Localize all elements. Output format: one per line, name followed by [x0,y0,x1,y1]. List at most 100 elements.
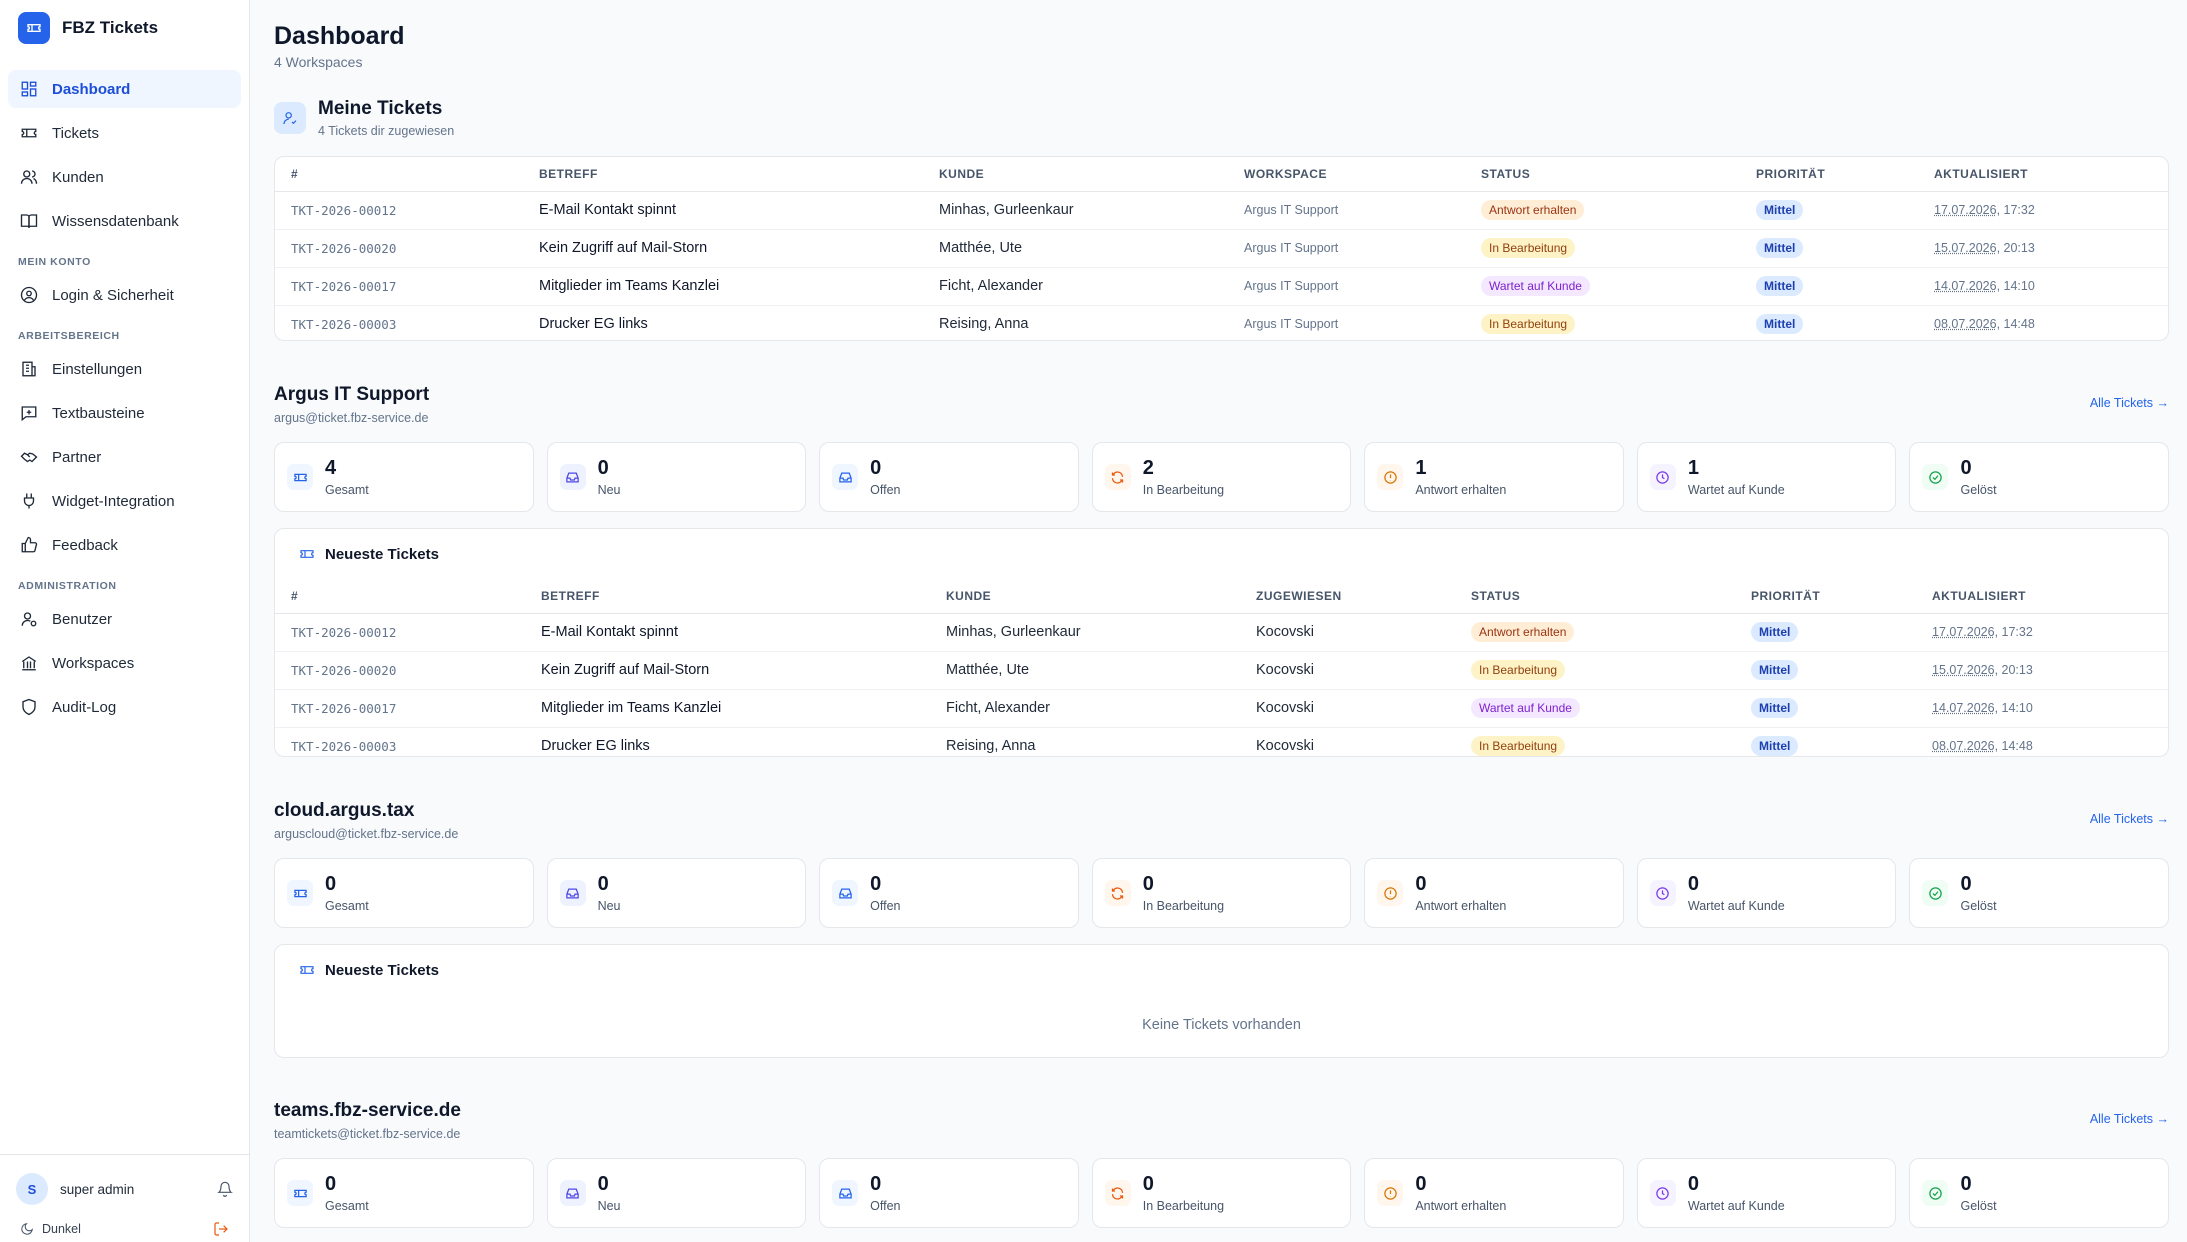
sidebar-item-textbausteine[interactable]: Textbausteine [8,394,241,432]
stat-card[interactable]: 0 Antwort erhalten [1364,858,1624,928]
updated-date: 14.07.2026 [1932,701,1995,715]
table-row[interactable]: TKT-2026-00012 E-Mail Kontakt spinnt Minha… [275,191,2168,230]
status-badge: In Bearbeitung [1471,659,1566,681]
stat-card[interactable]: 0 Wartet auf Kunde [1636,858,1897,928]
sidebar-item-partner[interactable]: Partner [8,438,241,476]
sidebar-item-label: Textbausteine [52,404,145,422]
stats-row: 0 Gesamt 0 Neu 0 Offen 0 In Bearbeitung 0 Antwort… [274,1158,2170,1228]
table-row[interactable]: TKT-2026-00017 Mitglieder im Teams Kanzle… [275,689,2168,728]
stat-text: 0 Neu [598,1174,621,1213]
stat-label: Gesamt [325,482,369,497]
stat-card[interactable]: 2 In Bearbeitung [1091,442,1352,512]
my-tickets-subtitle: 4 Tickets dir zugewiesen [318,124,455,138]
sidebar-item-tickets[interactable]: Tickets [8,114,241,152]
priority-badge: Mittel [1756,237,1804,259]
sidebar-item-dashboard[interactable]: Dashboard [8,70,241,108]
stat-card[interactable]: 1 Antwort erhalten [1364,442,1624,512]
table-row[interactable]: TKT-2026-00017 Mitglieder im Teams Kanzle… [275,267,2168,306]
sidebar-item-feedback[interactable]: Feedback [8,526,241,564]
stat-card[interactable]: 0 Neu [546,442,807,512]
stat-card[interactable]: 0 Wartet auf Kunde [1636,1158,1897,1228]
logout-icon[interactable] [213,1221,229,1237]
sidebar-item-benutzer[interactable]: Benutzer [8,600,241,638]
stat-card[interactable]: 1 Wartet auf Kunde [1636,442,1897,512]
user-menu[interactable]: S super admin [0,1161,249,1217]
sidebar-item-wissensdatenbank[interactable]: Wissensdatenbank [8,202,241,240]
status-badge: In Bearbeitung [1471,736,1566,756]
ticket-icon [287,1180,313,1206]
ticket-workspace: Argus IT Support [1244,317,1339,332]
table-row[interactable]: TKT-2026-00020 Kein Zugriff auf Mail-Stor… [275,651,2168,690]
workspace-email: arguscloud@ticket.fbz-service.de [274,827,459,841]
stat-label: Wartet auf Kunde [1687,482,1785,497]
theme-toggle[interactable]: Dunkel [0,1217,249,1241]
sidebar-item-widget-integration[interactable]: Widget-Integration [8,482,241,520]
inbox-icon [559,880,586,906]
all-tickets-link[interactable]: Alle Tickets → [2089,812,2169,826]
table-row[interactable]: TKT-2026-00003 Drucker EG links Reising, A… [275,305,2168,340]
inbox-icon [832,880,859,906]
status-cell: Wartet auf Kunde [1465,267,1740,306]
sidebar-item-label: Feedback [52,536,118,554]
stat-card[interactable]: 0 Antwort erhalten [1364,1158,1624,1228]
table-row[interactable]: TKT-2026-00012 E-Mail Kontakt spinnt Minha… [275,613,2168,652]
all-tickets-link[interactable]: Alle Tickets → [2089,1112,2169,1126]
status-cell: Wartet auf Kunde [1455,689,1735,728]
stat-label: Wartet auf Kunde [1687,1198,1785,1213]
sidebar-item-einstellungen[interactable]: Einstellungen [8,350,241,388]
stat-card[interactable]: 0 Gesamt [274,1158,534,1228]
sidebar-item-login-sicherheit[interactable]: Login & Sicherheit [8,276,241,314]
stat-card[interactable]: 0 Gelöst [1909,858,2170,928]
priority-cell: Mittel [1735,689,1916,728]
brand[interactable]: FBZ Tickets [0,0,249,56]
workspace-name: Argus IT Support [274,384,430,405]
stat-card[interactable]: 0 In Bearbeitung [1091,1158,1352,1228]
stat-card[interactable]: 0 Neu [546,858,807,928]
stat-label: Antwort erhalten [1415,898,1507,913]
stat-card[interactable]: 4 Gesamt [274,442,534,512]
stat-card[interactable]: 0 Gelöst [1909,1158,2170,1228]
section-mein-konto: Mein Konto [18,256,91,268]
table-row[interactable]: TKT-2026-00020 Kein Zugriff auf Mail-Stor… [275,229,2168,268]
stat-card[interactable]: 0 Neu [546,1158,807,1228]
ticket-customer: Ficht, Alexander [930,689,1240,728]
stat-label: Offen [870,482,901,497]
sidebar-item-audit-log[interactable]: Audit-Log [8,688,241,726]
stat-card[interactable]: 0 Offen [819,442,1079,512]
sidebar-item-label: Einstellungen [52,360,143,378]
workspace-email: argus@ticket.fbz-service.de [274,411,429,425]
table-row[interactable]: TKT-2026-00003 Drucker EG links Reising, A… [275,727,2168,756]
column-header: Priorität [1740,157,1918,192]
updated-time: , 20:13 [1996,241,2035,255]
status-cell: In Bearbeitung [1455,651,1735,690]
bell-icon[interactable] [217,1181,233,1197]
ticket-assignee: Kocovski [1256,738,1315,755]
check-circle-icon [1922,464,1949,490]
stat-value: 0 [870,872,882,895]
stat-card[interactable]: 0 Offen [819,1158,1079,1228]
dashboard-icon [21,81,37,97]
status-badge: Wartet auf Kunde [1481,275,1590,297]
ticket-assignee: Kocovski [1240,613,1455,652]
sidebar-item-label: Widget-Integration [52,492,175,510]
stat-card[interactable]: 0 In Bearbeitung [1091,858,1352,928]
stat-text: 0 Gesamt [325,874,369,913]
newest-tickets-title: Neueste Tickets [325,545,439,563]
ticket-subject: E-Mail Kontakt spinnt [525,613,930,652]
ticket-customer: Minhas, Gurleenkaur [930,613,1240,652]
sidebar-item-kunden[interactable]: Kunden [8,158,241,196]
updated-time: , 14:48 [1994,739,2033,754]
column-header: Kunde [923,157,1228,192]
stat-card[interactable]: 0 Gesamt [274,858,534,928]
sidebar-item-workspaces[interactable]: Workspaces [8,644,241,682]
stat-card[interactable]: 0 Offen [819,858,1079,928]
stat-value: 0 [1415,1172,1427,1195]
status-badge: Wartet auf Kunde [1471,697,1580,719]
users-icon [20,170,38,184]
stat-card[interactable]: 0 Gelöst [1909,442,2170,512]
all-tickets-link[interactable]: Alle Tickets → [2089,396,2169,410]
priority-badge: Mittel [1751,621,1799,643]
stat-value: 0 [1960,872,1972,895]
stat-value: 0 [1960,456,1972,479]
ticket-customer: Reising, Anna [939,316,1029,333]
